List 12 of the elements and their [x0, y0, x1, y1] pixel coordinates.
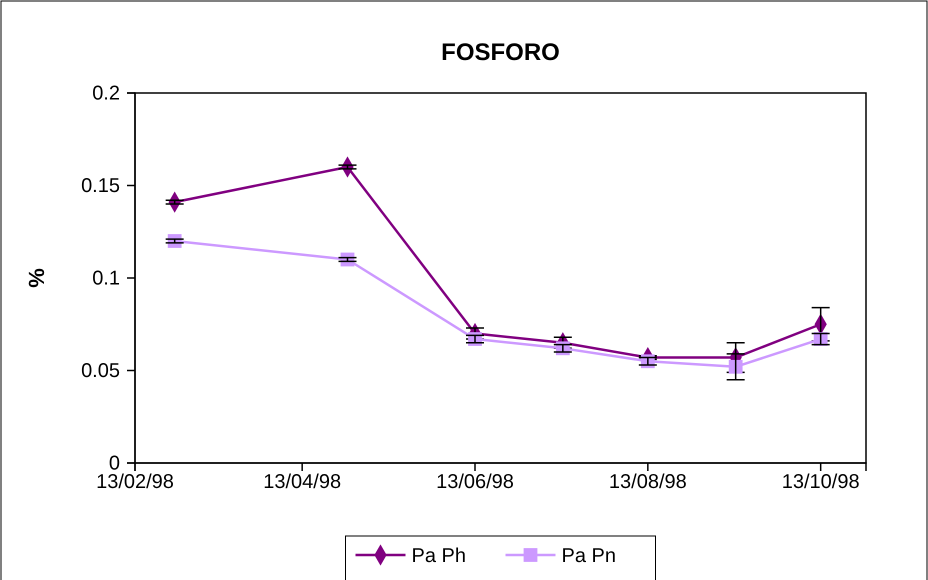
legend-label: Pa Pn: [562, 545, 616, 567]
y-tick-label: 0.1: [92, 267, 120, 290]
x-tick-label: 13/10/98: [782, 471, 860, 493]
y-tick-label: 0.15: [81, 174, 120, 197]
y-tick-label: 0.05: [81, 360, 120, 382]
x-tick-label: 13/06/98: [436, 471, 514, 493]
legend-label: Pa Ph: [412, 545, 466, 567]
x-tick-label: 13/08/98: [608, 471, 687, 493]
chart-title: FOSFORO: [441, 39, 560, 66]
y-axis-title: %: [24, 268, 49, 288]
y-tick-label: 0.2: [92, 82, 120, 104]
x-tick-label: 13/04/98: [263, 471, 342, 493]
